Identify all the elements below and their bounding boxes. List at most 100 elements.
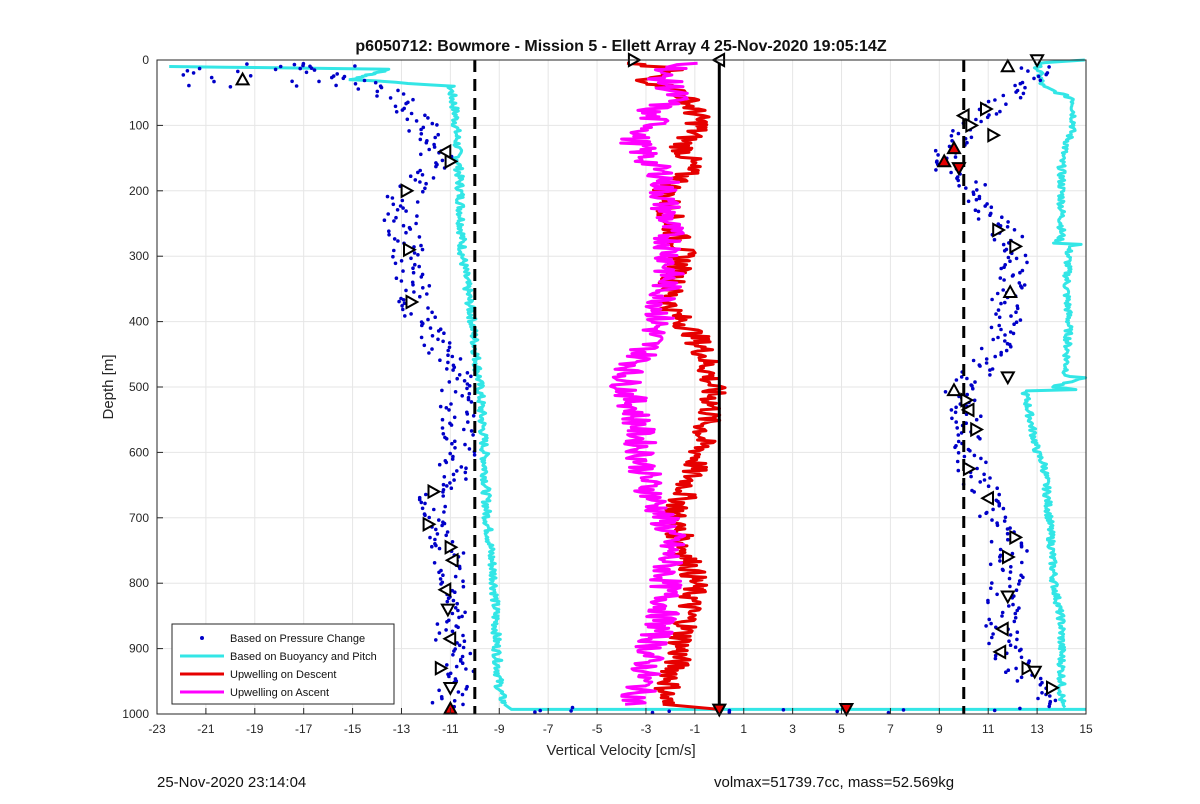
triangle-marker [946,382,962,397]
pressure-point [392,237,397,241]
pressure-point [964,186,968,190]
pressure-point [1048,694,1052,698]
pressure-point [1008,633,1013,637]
chart-title: p6050712: Bowmore - Mission 5 - Ellett A… [355,38,886,55]
pressure-point [278,64,283,69]
pressure-point [420,506,425,511]
pressure-point [399,259,404,263]
pressure-point [395,208,400,212]
pressure-point [400,198,405,203]
pressure-point [442,331,446,336]
pressure-point [439,582,443,586]
pressure-point [995,291,1000,296]
pressure-point [455,376,460,381]
triangle-marker [965,117,980,134]
pressure-point [447,345,452,350]
pressure-point [1007,576,1012,581]
pressure-point [330,75,334,80]
pressure-point [453,590,457,594]
pressure-point [983,183,987,187]
pressure-point [990,581,994,585]
pressure-point [971,358,976,363]
pressure-point [430,347,434,351]
pressure-point [650,710,655,715]
y-tick-label: 900 [129,642,149,656]
pressure-point [993,656,998,661]
pressure-point [427,284,432,288]
pressure-point [430,334,435,338]
pressure-point [1002,278,1006,282]
buoyancy-line-left [348,78,508,705]
pressure-point [1020,234,1025,239]
pressure-point [956,451,961,455]
pressure-point [998,559,1002,563]
pressure-point [191,71,196,75]
pressure-point [430,310,434,315]
pressure-point [401,298,406,302]
pressure-point [427,515,432,520]
buoyancy-line-right [1020,58,1088,709]
pressure-point [427,147,432,152]
triangle-marker [1000,371,1016,386]
pressure-point [433,315,438,320]
pressure-point [401,92,406,96]
x-tick-label: 3 [789,722,796,736]
pressure-point [453,390,458,394]
pressure-point [401,307,405,312]
pressure-point [464,687,469,691]
pressure-point [990,635,994,640]
pressure-point [420,173,425,177]
pressure-point [1021,575,1025,580]
pressure-point [415,214,419,218]
pressure-point [417,497,422,502]
triangle-marker [440,603,456,618]
pressure-point [409,111,414,116]
pressure-point [399,279,404,283]
pressure-point [450,540,455,544]
triangle-marker [234,71,251,86]
pressure-point [443,504,448,509]
pressure-point [453,446,457,450]
pressure-point [979,119,983,124]
pressure-point [413,178,418,182]
triangle-marker [711,703,727,718]
pressure-point [457,615,461,620]
y-tick-label: 0 [142,53,149,67]
pressure-point [986,484,991,489]
pressure-point [1036,74,1041,79]
pressure-point [401,269,405,273]
pressure-point [956,131,961,136]
pressure-point [997,492,1001,497]
pressure-point [442,475,447,479]
pressure-point [446,353,450,358]
pressure-point [1008,259,1012,264]
pressure-point [452,415,457,420]
pressure-point [1003,339,1007,343]
pressure-point [416,253,420,257]
pressure-point [445,620,449,624]
pressure-point [394,215,398,220]
pressure-point [969,474,973,479]
pressure-point [998,555,1002,559]
pressure-point [419,132,424,136]
pressure-point [1018,95,1023,100]
pressure-point [1000,215,1004,219]
pressure-point [185,69,190,73]
pressure-point [390,196,395,200]
pressure-point [994,112,999,116]
pressure-point [403,314,407,318]
pressure-point [458,357,463,361]
pressure-point [436,132,441,137]
x-tick-label: -17 [295,722,313,736]
pressure-point [999,301,1003,306]
pressure-point [437,570,441,575]
pressure-point [950,416,954,421]
pressure-point [968,449,972,453]
pressure-point [1020,560,1024,565]
pressure-point [999,266,1003,271]
pressure-point [465,371,470,375]
pressure-point [1003,333,1007,337]
pressure-point [387,232,391,237]
pressure-point [445,367,449,371]
